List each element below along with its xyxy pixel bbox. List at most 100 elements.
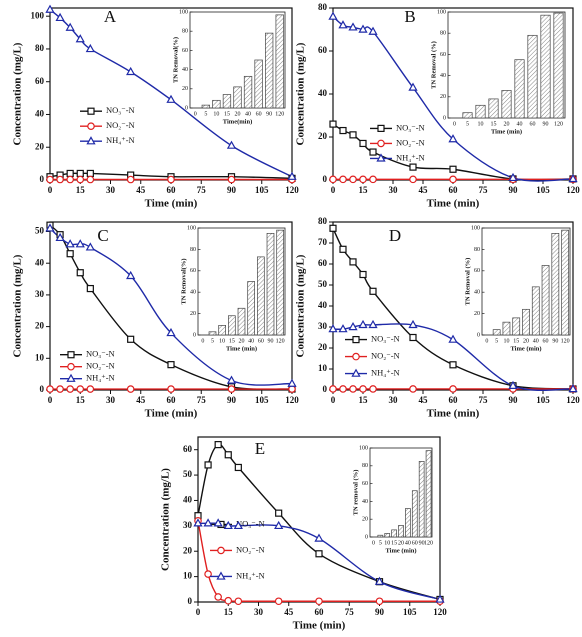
data-point [85,43,95,53]
inset-x-tick-label: 10 [384,540,390,546]
inset-bar [425,450,432,538]
legend-marker [216,571,226,580]
legend-marker [87,122,95,131]
legend-marker [352,336,360,344]
inset-bar [265,32,274,109]
data-point [349,385,357,393]
inset-x-tick-label: 20 [523,338,529,344]
x-tick-label: 105 [536,395,550,405]
x-tick-label: 105 [403,607,417,617]
inset-x-tick-label: 15 [229,338,235,344]
data-point [348,22,358,31]
inset-x-tick-label: 15 [491,121,497,127]
data-point [409,333,417,342]
inset-bar [275,14,284,109]
data-point [86,385,95,393]
inset-bar [405,508,411,538]
inset-bar [247,281,255,336]
data-point [409,163,417,171]
y-tick-label: 60 [318,45,328,55]
panel-label: D [389,226,401,245]
inset-y-tick-label: 20 [362,517,368,523]
data-point [568,383,578,393]
data-point [66,175,74,184]
legend-label: NO₃⁻-N [86,349,115,359]
inset-y-tick-label: 100 [437,9,446,15]
x-tick-label: 60 [167,395,177,405]
inset-bar [276,229,284,336]
data-point [369,287,377,295]
legend-label: NO₂⁻-N [371,351,400,361]
x-tick-label: 30 [106,395,116,405]
x-tick-label: 60 [449,395,459,405]
x-tick-label: 90 [509,395,519,405]
x-tick-label: 105 [536,185,550,195]
inset-bar [377,534,384,538]
y-tick-label: 50 [35,226,45,236]
inset-y-tick-label: 100 [179,9,188,15]
y-tick-label: 40 [35,257,45,267]
y-tick-label: 0 [323,174,328,184]
y-tick-label: 40 [183,495,193,505]
inset-bar [540,14,551,119]
legend-label: NO₂⁻-N [236,544,265,554]
x-tick-label: 15 [359,395,369,405]
data-point [167,385,175,393]
x-tick-label: 0 [48,395,53,405]
inset-x-label: Time (min) [510,345,541,352]
data-point [214,593,222,601]
inset-y-tick-label: 40 [474,290,480,296]
inset-bar [243,75,253,109]
y-tick-label: 60 [35,76,45,86]
inset-x-tick-label: 90 [266,111,272,117]
inset-bar [501,90,512,119]
y-tick-label: 40 [35,109,45,119]
x-tick-label: 90 [227,185,237,195]
inset-x-tick-label: 120 [554,121,563,127]
inset-bar [237,307,246,336]
legend-marker [67,362,75,371]
inset-x-tick-label: 90 [419,540,425,546]
inset-x-tick-label: 0 [485,338,488,344]
inset-y-tick-label: 0 [185,105,188,111]
data-point [65,239,75,248]
data-point [127,335,135,343]
data-point [369,385,377,393]
x-tick-label: 30 [106,185,116,195]
x-tick-label: 120 [285,395,299,405]
y-tick-label: 10 [35,352,45,362]
legend-marker [86,136,96,145]
legend-marker [376,153,386,162]
inset-y-tick-label: 60 [190,268,196,274]
legend-label: NO₃⁻-N [371,334,400,344]
x-axis-label: Time (min) [145,198,198,210]
inset-x-tick-label: 90 [552,338,558,344]
data-point [167,175,175,184]
data-point [66,250,74,258]
data-point [76,385,85,393]
inset-y-tick-label: 100 [187,225,196,231]
inset-y-tick-label: 60 [474,268,480,274]
data-point [338,20,348,29]
inset-x-tick-label: 15 [391,540,397,546]
data-point [45,223,55,232]
inset-bar [233,86,242,109]
data-point [339,245,347,253]
x-tick-label: 75 [479,185,489,195]
y-tick-label: 20 [318,131,328,141]
data-point [339,175,347,184]
legend-marker [67,351,75,359]
inset-x-tick-label: 5 [495,338,498,344]
data-point [359,175,367,184]
inset-bar [398,525,404,538]
data-point [75,239,85,248]
data-point [287,378,297,387]
data-point [167,361,175,369]
inset-bar [475,104,486,119]
inset-x-tick-label: 0 [194,111,197,117]
legend-marker [351,368,361,377]
inset-y-tick-label: 20 [190,311,196,317]
inset-x-tick-label: 10 [213,111,219,117]
inset-y-tick-label: 40 [190,290,196,296]
data-point [193,518,203,527]
